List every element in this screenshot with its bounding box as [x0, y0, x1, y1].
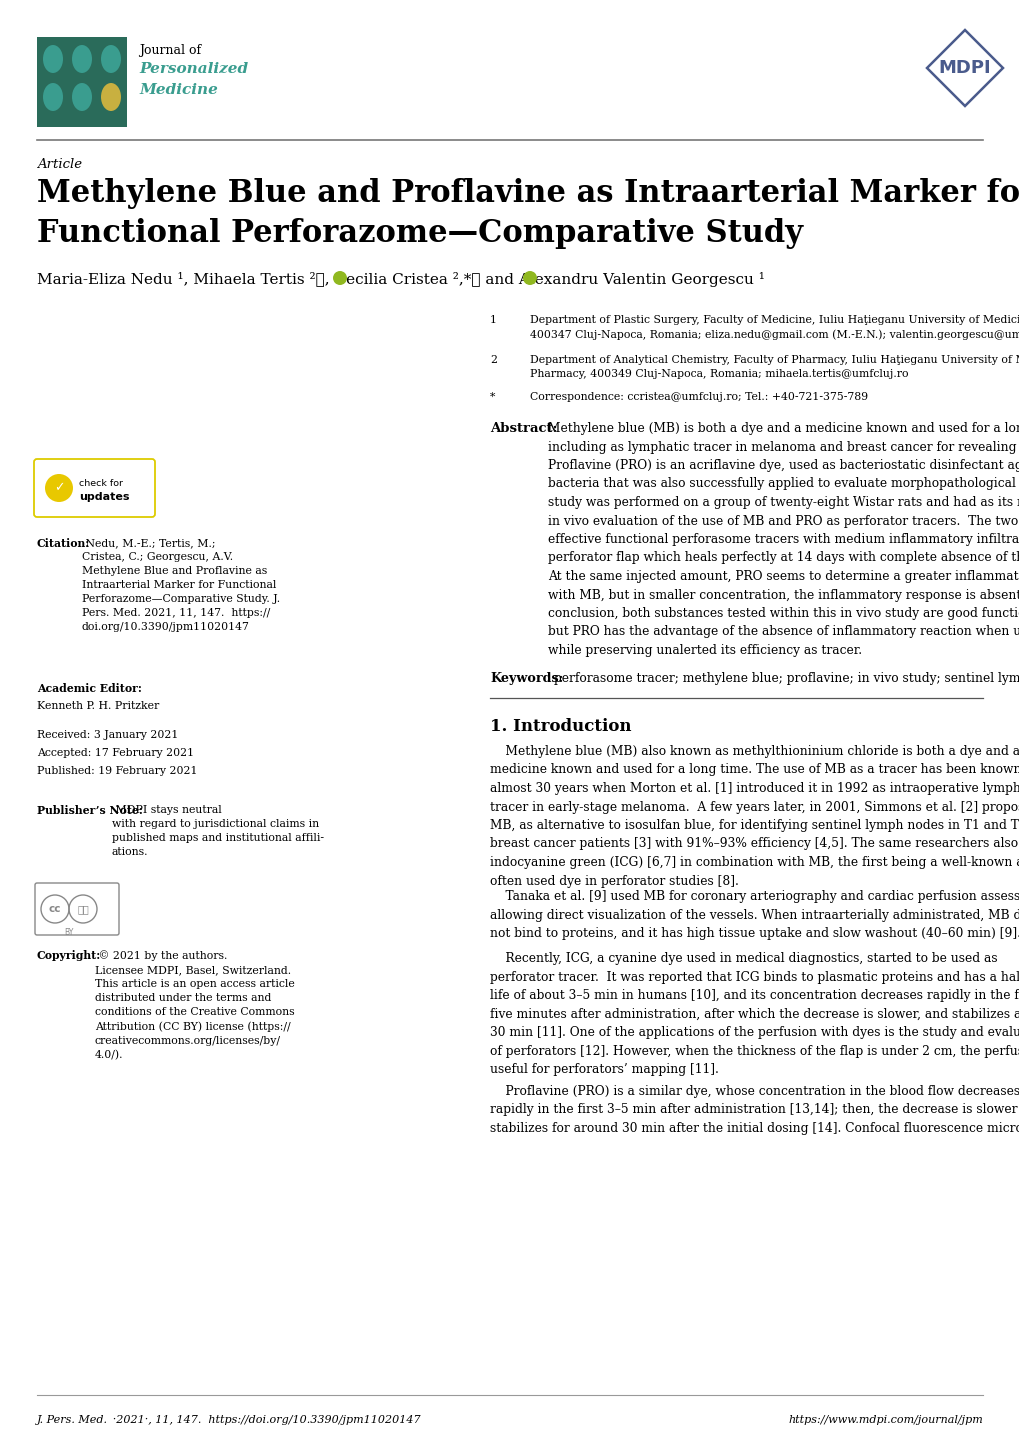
Ellipse shape: [72, 84, 92, 111]
Text: Abstract:: Abstract:: [489, 423, 557, 435]
Text: Accepted: 17 February 2021: Accepted: 17 February 2021: [37, 748, 194, 758]
Ellipse shape: [72, 45, 92, 74]
Text: Tanaka et al. [9] used MB for coronary arteriography and cardiac perfusion asses: Tanaka et al. [9] used MB for coronary a…: [489, 890, 1019, 940]
Text: Copyright:: Copyright:: [37, 950, 101, 960]
Text: Methylene blue (MB) is both a dye and a medicine known and used for a long time
: Methylene blue (MB) is both a dye and a …: [547, 423, 1019, 658]
Text: Correspondence: ccristea@umfcluj.ro; Tel.: +40-721-375-789: Correspondence: ccristea@umfcluj.ro; Tel…: [530, 392, 867, 402]
Text: Kenneth P. H. Pritzker: Kenneth P. H. Pritzker: [37, 701, 159, 711]
Text: Recently, ICG, a cyanine dye used in medical diagnostics, started to be used as
: Recently, ICG, a cyanine dye used in med…: [489, 952, 1019, 1076]
Text: Methylene Blue and Proflavine as Intraarterial Marker for: Methylene Blue and Proflavine as Intraar…: [37, 177, 1019, 209]
Ellipse shape: [43, 84, 63, 111]
Text: Personalized: Personalized: [139, 62, 248, 76]
Text: cc: cc: [49, 904, 61, 914]
Text: 1: 1: [489, 314, 496, 324]
Text: https://www.mdpi.com/journal/jpm: https://www.mdpi.com/journal/jpm: [788, 1415, 982, 1425]
Text: Methylene blue (MB) also known as methylthioninium chloride is both a dye and a
: Methylene blue (MB) also known as methyl…: [489, 746, 1019, 887]
Text: Academic Editor:: Academic Editor:: [37, 684, 142, 694]
Text: Received: 3 January 2021: Received: 3 January 2021: [37, 730, 178, 740]
Text: perforasome tracer; methylene blue; proflavine; in vivo study; sentinel lymph no: perforasome tracer; methylene blue; prof…: [553, 672, 1019, 685]
Text: Published: 19 February 2021: Published: 19 February 2021: [37, 766, 198, 776]
Text: check for: check for: [78, 479, 123, 487]
Text: iD: iD: [336, 275, 343, 281]
Text: Publisher’s Note:: Publisher’s Note:: [37, 805, 143, 816]
Text: iD: iD: [526, 275, 533, 281]
Text: Keywords:: Keywords:: [489, 672, 562, 685]
Circle shape: [332, 271, 346, 286]
Circle shape: [523, 271, 536, 286]
Text: Citation:: Citation:: [37, 538, 90, 549]
Text: *: *: [489, 392, 495, 402]
Text: Department of Analytical Chemistry, Faculty of Pharmacy, Iuliu Haţieganu Univers: Department of Analytical Chemistry, Facu…: [530, 355, 1019, 379]
FancyBboxPatch shape: [37, 37, 127, 127]
Text: Maria-Eliza Nedu ¹, Mihaela Tertis ²ⓘ, Cecilia Cristea ²,*ⓘ and Alexandru Valent: Maria-Eliza Nedu ¹, Mihaela Tertis ²ⓘ, C…: [37, 273, 764, 287]
Text: MDPI stays neutral
with regard to jurisdictional claims in
published maps and in: MDPI stays neutral with regard to jurisd…: [112, 805, 324, 857]
Text: Medicine: Medicine: [139, 84, 218, 97]
Text: Journal of: Journal of: [139, 45, 201, 58]
Text: © 2021 by the authors.
Licensee MDPI, Basel, Switzerland.
This article is an ope: © 2021 by the authors. Licensee MDPI, Ba…: [95, 950, 294, 1060]
Ellipse shape: [101, 45, 121, 74]
Ellipse shape: [101, 84, 121, 111]
Text: Nedu, M.-E.; Tertis, M.;
Cristea, C.; Georgescu, A.V.
Methylene Blue and Proflav: Nedu, M.-E.; Tertis, M.; Cristea, C.; Ge…: [82, 538, 280, 632]
Text: J. Pers. Med.  ·2021·, 11, 147.  https://doi.org/10.3390/jpm11020147: J. Pers. Med. ·2021·, 11, 147. https://d…: [37, 1415, 421, 1425]
Text: 1. Introduction: 1. Introduction: [489, 718, 631, 735]
Text: ✓: ✓: [54, 482, 64, 495]
Ellipse shape: [43, 45, 63, 74]
Text: 2: 2: [489, 355, 496, 365]
Text: ⓑⓒ: ⓑⓒ: [77, 904, 89, 914]
Text: Proflavine (PRO) is a similar dye, whose concentration in the blood flow decreas: Proflavine (PRO) is a similar dye, whose…: [489, 1084, 1019, 1135]
Text: MDPI: MDPI: [937, 59, 990, 76]
Text: Department of Plastic Surgery, Faculty of Medicine, Iuliu Haţieganu University o: Department of Plastic Surgery, Faculty o…: [530, 314, 1019, 340]
Text: BY: BY: [64, 929, 73, 937]
Text: Article: Article: [37, 159, 83, 172]
Text: Functional Perforazome—Comparative Study: Functional Perforazome—Comparative Study: [37, 218, 802, 249]
Text: updates: updates: [78, 492, 129, 502]
Circle shape: [45, 474, 73, 502]
